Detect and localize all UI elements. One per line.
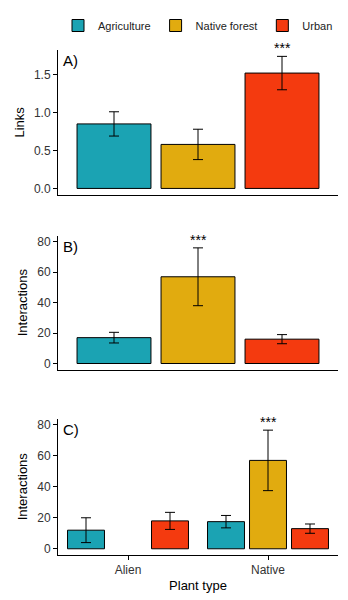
svg-text:20: 20 (37, 511, 51, 525)
svg-text:60: 60 (37, 449, 51, 463)
svg-text:Native forest: Native forest (196, 20, 258, 32)
svg-text:0.5: 0.5 (34, 144, 51, 158)
svg-text:***: *** (190, 232, 207, 248)
svg-text:0: 0 (44, 542, 51, 556)
svg-text:40: 40 (37, 296, 51, 310)
svg-text:***: *** (274, 40, 291, 56)
svg-text:Native: Native (251, 563, 285, 577)
svg-text:60: 60 (37, 265, 51, 279)
svg-text:A): A) (63, 52, 78, 69)
svg-text:Urban: Urban (302, 20, 332, 32)
svg-text:0: 0 (44, 357, 51, 371)
svg-text:Alien: Alien (115, 563, 142, 577)
svg-text:40: 40 (37, 480, 51, 494)
svg-text:B): B) (63, 238, 78, 255)
svg-text:C): C) (63, 421, 79, 438)
svg-text:20: 20 (37, 326, 51, 340)
svg-text:Plant type: Plant type (169, 578, 227, 593)
svg-text:80: 80 (37, 235, 51, 249)
svg-text:1.5: 1.5 (34, 68, 51, 82)
svg-text:Agriculture: Agriculture (98, 20, 151, 32)
svg-text:1.0: 1.0 (34, 106, 51, 120)
svg-text:***: *** (260, 414, 277, 430)
svg-text:Interactions: Interactions (15, 453, 30, 521)
svg-text:Interactions: Interactions (15, 269, 30, 337)
svg-text:80: 80 (37, 418, 51, 432)
svg-text:0.0: 0.0 (34, 182, 51, 196)
svg-text:Links: Links (12, 107, 27, 138)
